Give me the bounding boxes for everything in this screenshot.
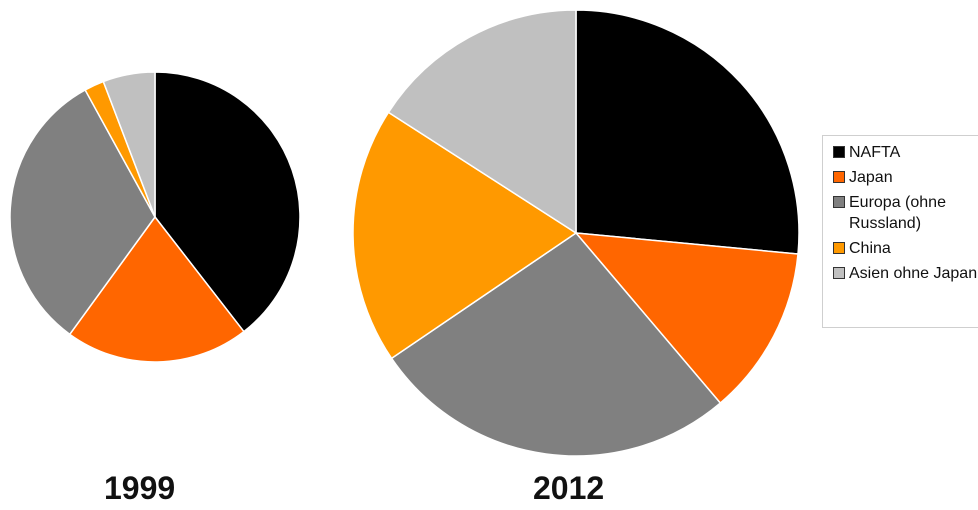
- pie-1999: [9, 71, 301, 363]
- legend: NAFTA Japan Europa (ohne Russland) China…: [822, 135, 978, 328]
- legend-swatch-china: [833, 242, 845, 254]
- pie-slice-2012-nafta: [575, 9, 800, 255]
- legend-swatch-japan: [833, 171, 845, 183]
- pie-2012: [352, 9, 800, 457]
- legend-item-europa: Europa (ohne Russland): [833, 192, 978, 234]
- legend-label-japan: Japan: [849, 169, 893, 186]
- legend-label-europa: Europa (ohne Russland): [849, 194, 946, 232]
- pie-slice-2012-asien: [387, 9, 577, 235]
- legend-swatch-europa: [833, 196, 845, 208]
- pie-slice-2012-europa: [390, 232, 722, 457]
- year-label-2012: 2012: [533, 470, 605, 506]
- pie-slice-1999-asien: [102, 71, 156, 218]
- pie-slice-1999-japan: [68, 215, 245, 363]
- legend-item-japan: Japan: [833, 167, 978, 188]
- legend-label-nafta: NAFTA: [849, 144, 901, 161]
- legend-swatch-nafta: [833, 146, 845, 158]
- legend-item-nafta: NAFTA: [833, 142, 978, 163]
- pie-slice-2012-china: [352, 111, 578, 360]
- legend-item-asien: Asien ohne Japan: [833, 263, 978, 284]
- legend-swatch-asien: [833, 267, 845, 279]
- year-label-1999: 1999: [104, 470, 176, 506]
- legend-label-china: China: [849, 240, 891, 257]
- pie-slice-1999-nafta: [154, 71, 301, 333]
- pie-slice-1999-europa: [9, 88, 156, 336]
- pie-slice-2012-japan: [574, 232, 799, 405]
- legend-label-asien: Asien ohne Japan: [849, 265, 978, 282]
- legend-item-china: China: [833, 238, 978, 259]
